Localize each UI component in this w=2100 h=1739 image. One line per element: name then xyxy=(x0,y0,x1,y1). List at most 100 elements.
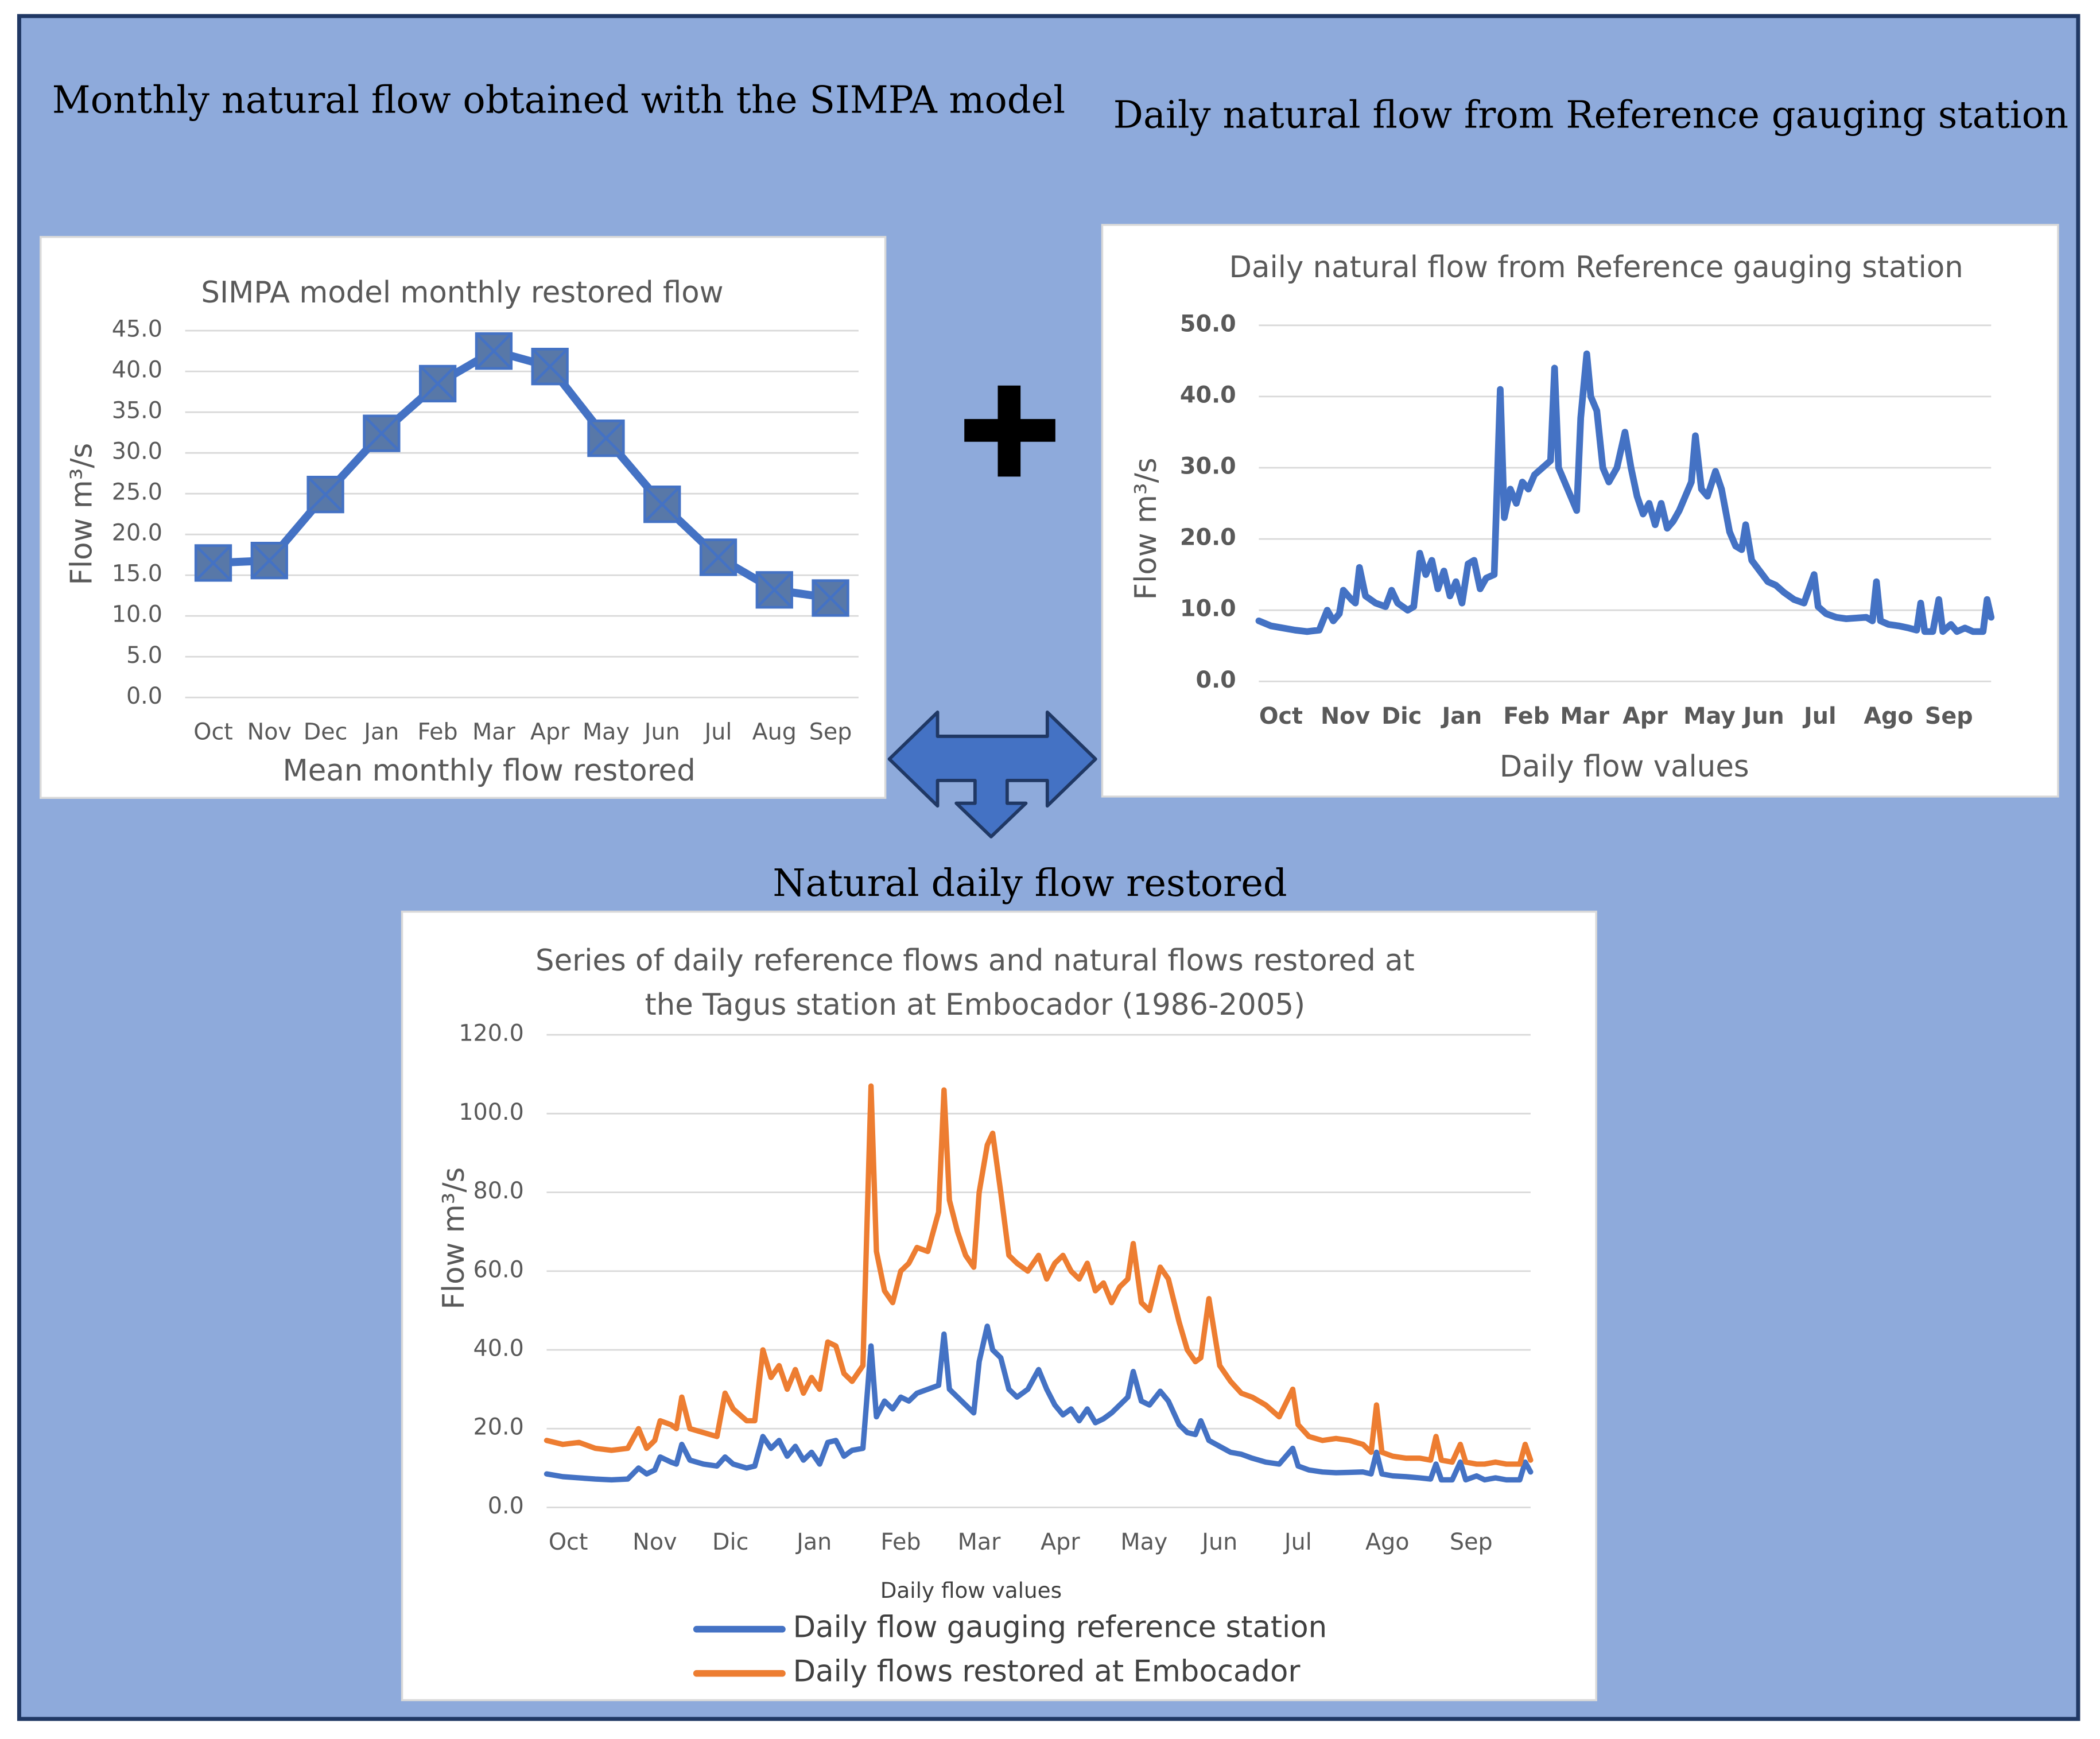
y-tick-label: 30.0 xyxy=(112,438,162,465)
x-tick-label: Mar xyxy=(958,1529,1001,1555)
y-tick-label: 45.0 xyxy=(112,316,162,343)
x-tick-label: Apr xyxy=(530,719,570,746)
data-marker xyxy=(755,571,793,609)
x-tick-label: May xyxy=(1683,703,1736,729)
y-tick-label: 120.0 xyxy=(459,1020,523,1047)
y-tick-label: 30.0 xyxy=(1180,453,1236,479)
marker-cross xyxy=(812,580,849,616)
x-tick-label: Jan xyxy=(1441,703,1482,729)
x-tick-label: Dic xyxy=(712,1529,748,1555)
y-tick-label: 35.0 xyxy=(112,398,162,424)
x-axis-title: Daily flow values xyxy=(880,1578,1062,1603)
x-tick-label: Feb xyxy=(880,1529,921,1555)
x-tick-label: Nov xyxy=(1321,703,1370,729)
y-tick-label: 20.0 xyxy=(112,520,162,546)
data-marker xyxy=(699,538,737,576)
marker-cross xyxy=(643,486,681,523)
chart-title: Daily natural flow from Reference gaugin… xyxy=(1229,250,1963,285)
x-tick-label: Jul xyxy=(1802,703,1837,729)
y-tick-label: 15.0 xyxy=(112,561,162,587)
series-line xyxy=(544,1083,1534,1467)
data-marker xyxy=(812,579,849,617)
y-tick-label: 20.0 xyxy=(1180,525,1236,551)
data-marker xyxy=(363,414,401,452)
y-axis-title: Flow m³/s xyxy=(64,443,99,585)
y-tick-label: 60.0 xyxy=(473,1256,524,1283)
y-tick-label: 0.0 xyxy=(1195,667,1236,693)
heading: Monthly natural flow obtained with the S… xyxy=(52,79,1065,122)
x-tick-label: Sep xyxy=(1450,1529,1493,1555)
y-tick-label: 100.0 xyxy=(459,1099,523,1125)
y-tick-label: 40.0 xyxy=(473,1336,524,1362)
x-axis-title: Mean monthly flow restored xyxy=(283,754,696,788)
marker-cross xyxy=(419,365,456,402)
plus-bar xyxy=(997,385,1021,477)
x-tick-label: Mar xyxy=(472,719,515,746)
heading: Daily natural flow from Reference gaugin… xyxy=(1113,93,2068,137)
y-tick-label: 5.0 xyxy=(126,642,162,669)
x-tick-label: May xyxy=(583,719,630,746)
x-tick-label: Dic xyxy=(1381,703,1422,729)
marker-cross xyxy=(531,348,569,385)
x-tick-label: Feb xyxy=(1503,703,1550,729)
marker-cross xyxy=(195,544,232,581)
legend-label: Daily flows restored at Embocador xyxy=(793,1655,1301,1689)
marker-cross xyxy=(475,332,513,370)
legend-label: Daily flow gauging reference station xyxy=(793,1610,1327,1645)
y-tick-label: 40.0 xyxy=(112,357,162,383)
heading: Natural daily flow restored xyxy=(773,861,1287,905)
data-marker xyxy=(475,332,513,370)
y-axis-title: Flow m³/s xyxy=(437,1167,471,1310)
marker-cross xyxy=(700,539,737,576)
data-marker xyxy=(306,475,344,514)
series-line xyxy=(1255,350,1995,635)
x-tick-label: Feb xyxy=(418,719,458,746)
chart-title: the Tagus station at Embocador (1986-200… xyxy=(645,988,1306,1022)
y-tick-label: 40.0 xyxy=(1180,382,1236,408)
x-tick-label: Aug xyxy=(752,719,797,746)
chart-area xyxy=(39,236,887,799)
y-axis-title: Flow m³/s xyxy=(1129,457,1163,600)
x-tick-label: Jun xyxy=(643,719,680,746)
chart-title: SIMPA model monthly restored flow xyxy=(201,275,723,310)
x-tick-label: Jan xyxy=(362,719,399,746)
data-marker xyxy=(531,347,569,386)
x-tick-label: Nov xyxy=(247,719,292,746)
y-tick-label: 10.0 xyxy=(112,601,162,628)
data-marker xyxy=(418,364,457,403)
x-tick-label: Jul xyxy=(1283,1529,1312,1555)
marker-cross xyxy=(251,542,288,579)
x-tick-label: Jan xyxy=(795,1529,832,1555)
x-axis-title: Daily flow values xyxy=(1500,750,1749,784)
marker-cross xyxy=(307,476,344,513)
x-tick-label: Jun xyxy=(1200,1529,1237,1555)
x-tick-label: Dec xyxy=(304,719,348,746)
x-tick-label: Ago xyxy=(1365,1529,1410,1555)
x-tick-label: May xyxy=(1120,1529,1167,1555)
series-line xyxy=(544,1323,1534,1483)
x-tick-label: Nov xyxy=(632,1529,677,1555)
data-marker xyxy=(250,542,288,580)
marker-cross xyxy=(756,571,793,608)
x-tick-label: Jun xyxy=(1742,703,1784,729)
y-tick-label: 25.0 xyxy=(112,479,162,506)
data-marker xyxy=(194,544,232,582)
plus-sign xyxy=(964,385,1055,477)
marker-cross xyxy=(587,420,624,457)
y-tick-label: 0.0 xyxy=(488,1493,524,1519)
x-tick-label: Mar xyxy=(1560,703,1609,729)
y-tick-label: 0.0 xyxy=(126,683,162,709)
x-tick-label: Oct xyxy=(1259,703,1303,729)
data-marker xyxy=(587,419,625,457)
x-tick-label: Jul xyxy=(703,719,732,746)
y-tick-label: 10.0 xyxy=(1180,596,1236,622)
x-tick-label: Apr xyxy=(1622,703,1668,729)
x-tick-label: Ago xyxy=(1864,703,1913,729)
combine-arrow xyxy=(887,711,1097,839)
x-tick-label: Oct xyxy=(549,1529,588,1555)
chart-area xyxy=(1101,224,2059,798)
y-tick-label: 50.0 xyxy=(1180,310,1236,337)
marker-cross xyxy=(363,415,400,452)
chart-area xyxy=(401,910,1597,1702)
